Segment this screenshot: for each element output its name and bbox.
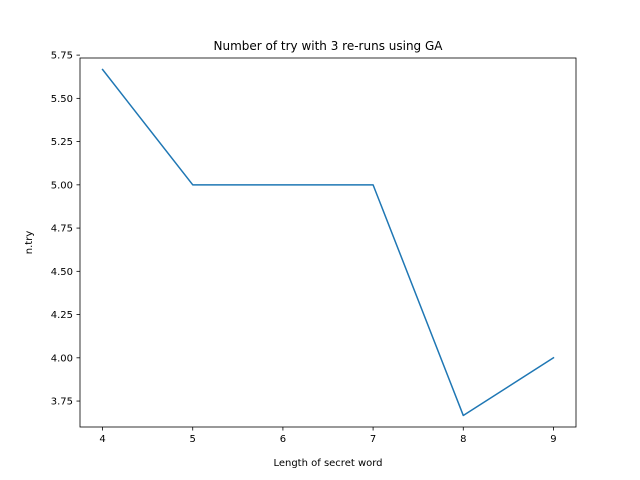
- series-layer: [101, 68, 555, 417]
- y-tick-label: 4.50: [51, 267, 73, 278]
- y-axis: 3.75 4.00 4.25 4.50 4.75 5.00 5.25 5.50 5.75: [51, 51, 80, 408]
- y-tick-label: 5.50: [51, 94, 73, 105]
- chart-title: Number of try with 3 re-runs using GA: [213, 39, 443, 53]
- x-axis-label: Length of secret word: [273, 458, 382, 469]
- y-tick-label: 4.75: [51, 224, 73, 235]
- series-line: [101, 68, 555, 417]
- plot-frame: [79, 57, 577, 428]
- plot-area: [80, 58, 576, 427]
- x-tick-label: 6: [280, 434, 286, 445]
- y-tick-label: 5.75: [51, 51, 73, 62]
- x-axis: 4 5 6 7 8 9: [99, 427, 557, 445]
- x-tick-label: 8: [460, 434, 466, 445]
- y-tick-label: 4.00: [51, 353, 73, 364]
- y-axis-label: n.try: [24, 231, 35, 255]
- y-tick-label: 4.25: [51, 310, 73, 321]
- y-tick-label: 3.75: [51, 397, 73, 408]
- x-tick-label: 5: [190, 434, 196, 445]
- x-tick-label: 9: [550, 434, 556, 445]
- x-tick-label: 4: [99, 434, 105, 445]
- x-tick-label: 7: [370, 434, 376, 445]
- y-tick-label: 5.00: [51, 180, 73, 191]
- y-tick-label: 5.25: [51, 137, 73, 148]
